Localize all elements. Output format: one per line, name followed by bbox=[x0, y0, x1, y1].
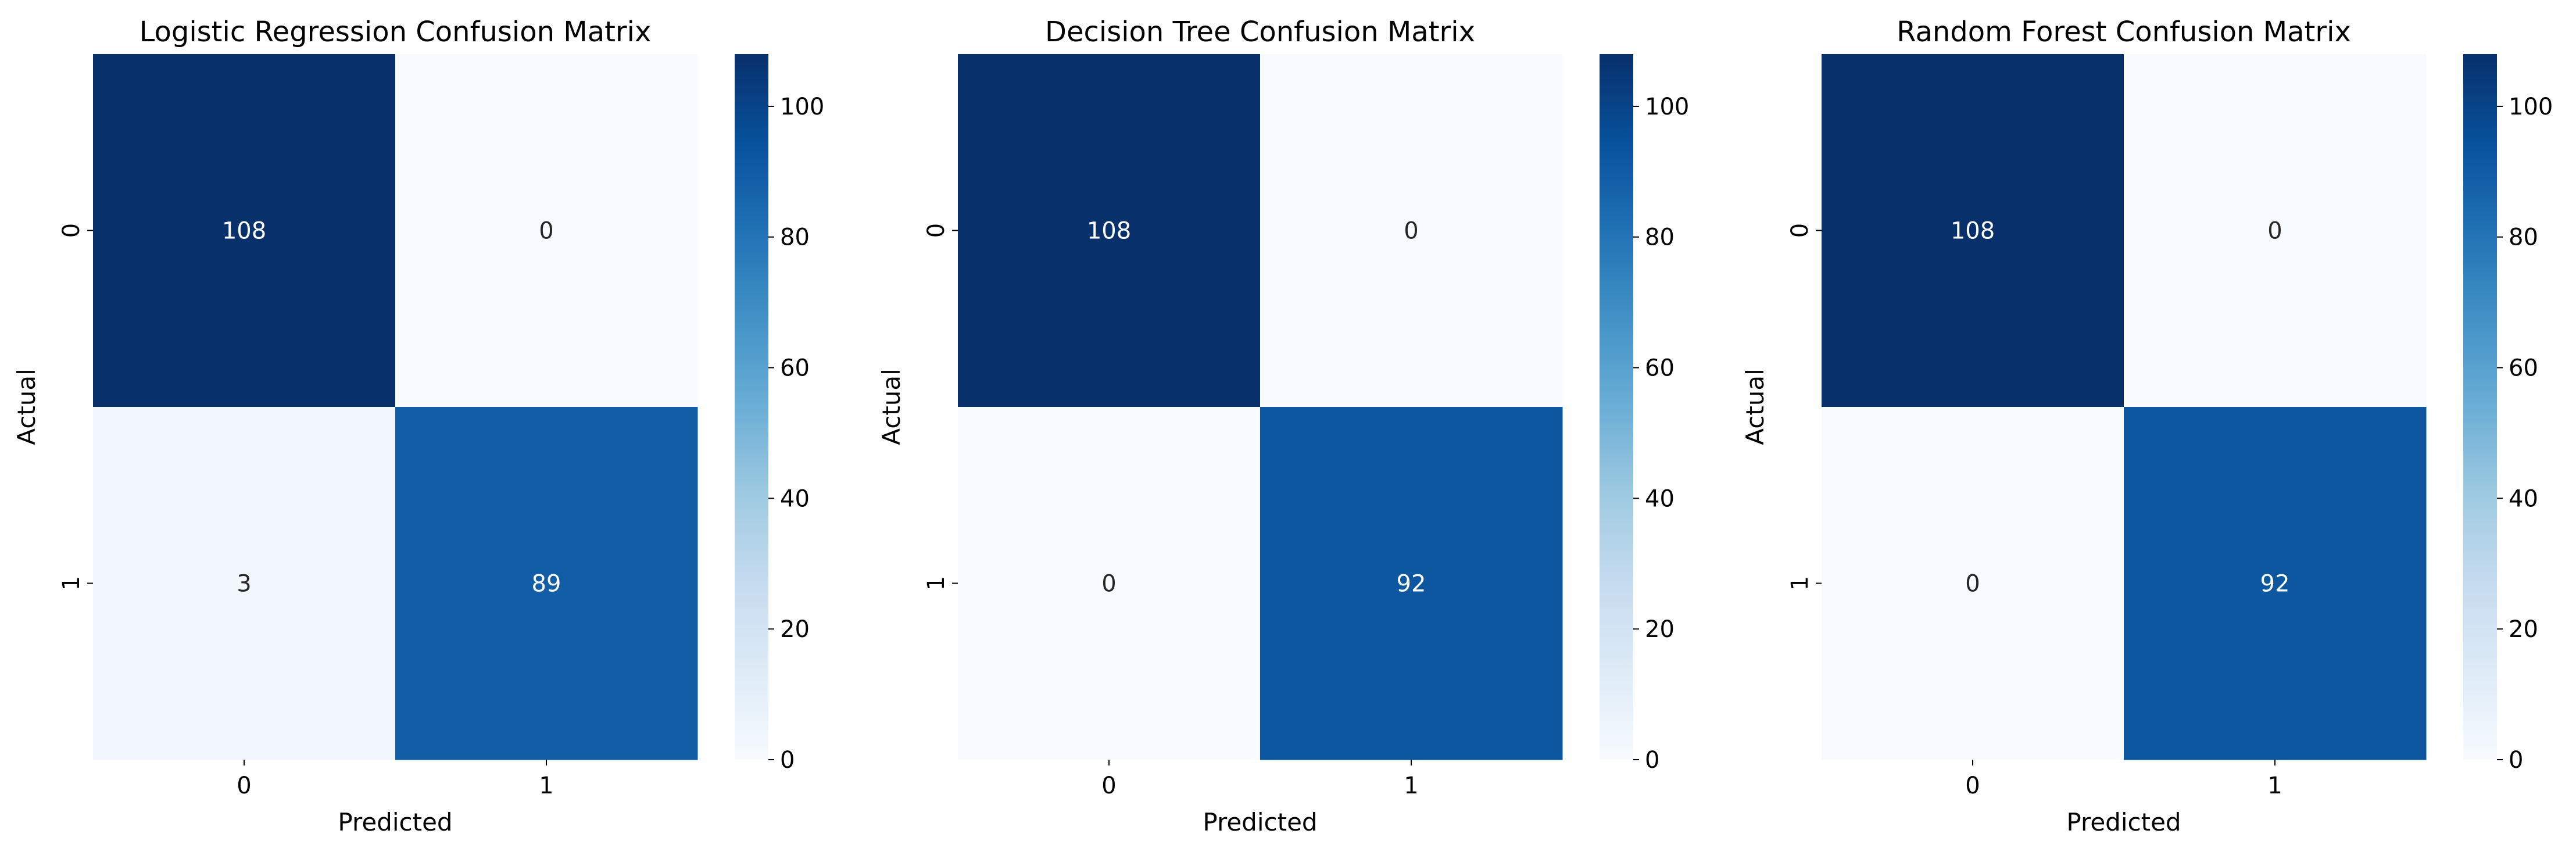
colorbar-tick-label: 80 bbox=[2509, 224, 2538, 251]
colorbar-tick-label: 60 bbox=[1645, 355, 1675, 382]
cell-value-label: 0 bbox=[1404, 218, 1418, 245]
panel-title: Decision Tree Confusion Matrix bbox=[1045, 16, 1475, 48]
x-tick-label: 1 bbox=[2267, 772, 2282, 799]
colorbar-tick-label: 20 bbox=[2509, 616, 2538, 643]
colorbar-tick-label: 0 bbox=[780, 747, 795, 774]
x-tick-label: 1 bbox=[1404, 772, 1418, 799]
y-tick-label: 0 bbox=[1787, 223, 1813, 238]
heatmap-cell-r0-c1 bbox=[2124, 54, 2427, 407]
colorbar-tick-label: 60 bbox=[780, 355, 810, 382]
x-axis-label: Predicted bbox=[1203, 808, 1317, 836]
heatmap-cell-r1-c0 bbox=[93, 407, 396, 760]
colorbar-tick-label: 40 bbox=[2509, 485, 2538, 512]
heatmap-cell-r1-c0 bbox=[1822, 407, 2124, 760]
cell-value-label: 92 bbox=[1397, 571, 1426, 598]
colorbar bbox=[735, 54, 768, 760]
y-tick-label: 1 bbox=[1787, 576, 1813, 591]
y-tick-label: 0 bbox=[923, 223, 950, 238]
cell-value-label: 0 bbox=[1965, 571, 1980, 598]
heatmap-cell-r1-c1 bbox=[395, 407, 698, 760]
colorbar-tick-label: 80 bbox=[1645, 224, 1675, 251]
colorbar-tick-label: 40 bbox=[1645, 485, 1675, 512]
cell-value-label: 3 bbox=[237, 571, 251, 598]
cell-value-label: 0 bbox=[539, 218, 553, 245]
colorbar-tick-label: 40 bbox=[780, 485, 810, 512]
heatmap-cell-r0-c0 bbox=[93, 54, 396, 407]
y-axis-label: Actual bbox=[877, 369, 906, 445]
x-axis-label: Predicted bbox=[2066, 808, 2181, 836]
colorbar-tick-label: 0 bbox=[1645, 747, 1659, 774]
colorbar bbox=[2463, 54, 2497, 760]
heatmap-cell-r1-c1 bbox=[1260, 407, 1563, 760]
heatmap-cell-r1-c1 bbox=[2124, 407, 2427, 760]
x-tick-label: 1 bbox=[539, 772, 553, 799]
x-axis-label: Predicted bbox=[338, 808, 452, 836]
colorbar-tick-label: 100 bbox=[2509, 94, 2553, 120]
colorbar-tick-label: 80 bbox=[780, 224, 810, 251]
y-tick-label: 1 bbox=[58, 576, 85, 591]
panel-title: Random Forest Confusion Matrix bbox=[1897, 16, 2351, 48]
colorbar-tick-label: 60 bbox=[2509, 355, 2538, 382]
x-tick-label: 0 bbox=[237, 772, 251, 799]
heatmap-cell-r0-c1 bbox=[395, 54, 698, 407]
y-axis-label: Actual bbox=[12, 369, 41, 445]
colorbar-tick-label: 100 bbox=[780, 94, 824, 120]
cell-value-label: 108 bbox=[1951, 218, 1995, 245]
cell-value-label: 89 bbox=[532, 571, 561, 598]
y-tick-label: 1 bbox=[923, 576, 950, 591]
cell-value-label: 0 bbox=[1101, 571, 1116, 598]
heatmap-cell-r0-c0 bbox=[1822, 54, 2124, 407]
colorbar-tick-label: 0 bbox=[2509, 747, 2523, 774]
heatmap-cell-r1-c0 bbox=[958, 407, 1261, 760]
colorbar-tick-label: 20 bbox=[780, 616, 810, 643]
heatmap-cell-r0-c0 bbox=[958, 54, 1261, 407]
cell-value-label: 0 bbox=[2267, 218, 2282, 245]
y-tick-label: 0 bbox=[58, 223, 85, 238]
y-axis-label: Actual bbox=[1741, 369, 1769, 445]
heatmap-cell-r0-c1 bbox=[1260, 54, 1563, 407]
cell-value-label: 108 bbox=[1087, 218, 1131, 245]
colorbar-tick-label: 20 bbox=[1645, 616, 1675, 643]
x-tick-label: 0 bbox=[1965, 772, 1980, 799]
colorbar bbox=[1600, 54, 1633, 760]
x-tick-label: 0 bbox=[1101, 772, 1116, 799]
panel-title: Logistic Regression Confusion Matrix bbox=[139, 16, 652, 48]
cell-value-label: 92 bbox=[2260, 571, 2290, 598]
colorbar-tick-label: 100 bbox=[1645, 94, 1689, 120]
cell-value-label: 108 bbox=[222, 218, 266, 245]
